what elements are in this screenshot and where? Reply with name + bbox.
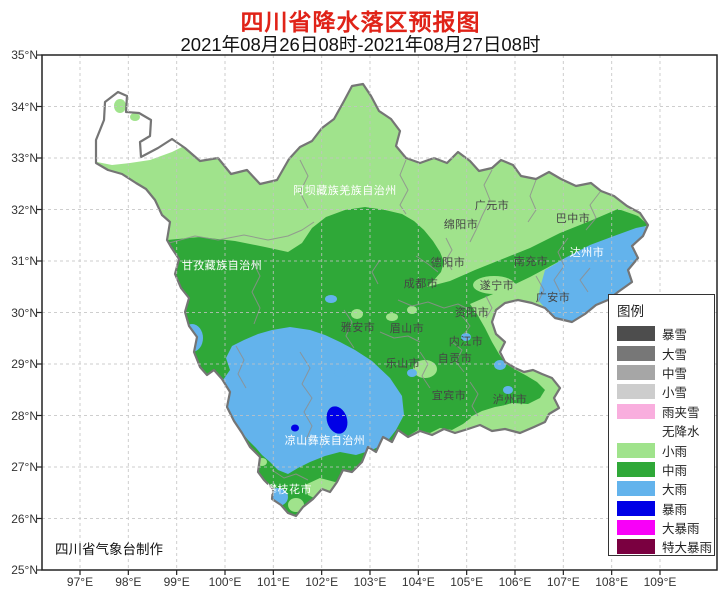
legend-swatch-heavy_rainstorm [617,520,655,536]
y-axis-tick-label: 33°N [11,151,38,165]
light-rain-patch [386,313,398,321]
legend-item: 雨夹雪 [617,402,714,421]
legend-item: 大雨 [617,479,714,498]
attribution: 四川省气象台制作 [55,542,163,557]
legend-label: 暴雨 [662,502,688,517]
legend-label: 中雨 [662,463,688,478]
legend-label: 暴雪 [662,328,688,343]
x-axis-tick-label: 101°E [256,575,290,589]
legend-swatch-extreme_rainstorm [617,539,655,555]
legend-item: 无降水 [617,421,714,440]
zone-heavy-rain-southwest [223,327,404,474]
legend-item: 中雪 [617,363,714,382]
x-axis-tick-label: 106°E [498,575,532,589]
zone-heavy-rain-northeast [538,226,646,322]
legend-item: 暴雪 [617,324,714,343]
legend-label: 大雪 [662,347,688,362]
graticule [42,55,717,571]
heavy-rain-spot [494,360,506,370]
y-axis-tick-label: 35°N [11,48,38,62]
legend-item: 小雪 [617,382,714,401]
legend-swatch-heavy_snow [617,345,655,361]
legend-label: 大雨 [662,483,688,498]
legend-swatch-moderate_rain [617,461,655,477]
y-axis-tick-label: 29°N [11,357,38,371]
light-rain-patch [473,276,515,294]
light-rain-patch [351,309,363,319]
legend-label: 大暴雨 [662,522,700,537]
x-axis-tick-label: 105°E [450,575,484,589]
heavy-rain-spot [334,367,348,377]
legend-label: 小雨 [662,444,688,459]
legend-item: 中雨 [617,460,714,479]
x-axis-tick-label: 103°E [353,575,387,589]
x-axis-tick-label: 108°E [595,575,629,589]
legend-label: 小雪 [662,386,688,401]
legend-swatch-light_rain [617,442,655,458]
x-axis-tick-label: 109°E [643,575,677,589]
legend-label: 中雪 [662,366,688,381]
heavy-rain-spot [461,333,471,341]
y-axis-tick-label: 27°N [11,460,38,474]
legend-label: 雨夹雪 [662,405,700,420]
x-axis-tick-label: 99°E [163,575,190,589]
y-axis-tick-label: 25°N [11,563,38,577]
x-axis-tick-label: 107°E [546,575,580,589]
plot-frame [41,54,718,571]
prefecture-boundaries [168,159,601,481]
legend-label: 无降水 [662,425,700,440]
light-rain-patch [288,498,304,512]
y-axis-tick-label: 34°N [11,99,38,114]
x-axis-tick-label: 98°E [115,575,142,589]
heavy-rain-spot [325,295,337,303]
legend-item: 特大暴雨 [617,537,714,556]
y-axis-tick-label: 30°N [11,305,38,320]
light-rain-patch [130,113,140,121]
x-axis-tick-label: 100°E [208,575,242,589]
zone-rainstorm-spot [326,406,348,434]
x-axis-tick-label: 97°E [66,575,94,589]
legend-swatch-heavy_rain [617,481,655,497]
legend-swatch-light_snow [617,384,655,400]
legend-label: 特大暴雨 [662,541,713,556]
axis-ticks [37,54,661,575]
heavy-rain-spot [503,386,513,394]
legend-item: 小雨 [617,440,714,459]
legend-item: 暴雨 [617,499,714,518]
legend-title: 图例 [617,304,644,319]
page-title: 四川省降水落区预报图 [240,9,481,35]
legend-item: 大雪 [617,343,714,362]
y-axis-tick-label: 31°N [11,254,38,268]
legend-swatch-moderate_snow [617,364,655,380]
zone-light-rain-luzhou-south [470,404,544,431]
legend-swatch-no_precip [617,423,655,439]
legend-item: 大暴雨 [617,518,714,537]
x-axis-tick-label: 104°E [401,575,435,589]
zone-rainstorm-spot [291,424,299,432]
legend-swatch-sleet [617,403,655,419]
y-axis-tick-label: 32°N [11,202,38,217]
y-axis-tick-label: 26°N [11,511,38,526]
legend-swatch-rainstorm [617,500,655,516]
heavy-rain-spot [407,369,417,377]
heavy-rain-patch [181,324,203,352]
legend-swatch-snowstorm [617,326,655,342]
x-axis-tick-label: 102°E [305,575,339,589]
map-legend: 图例 暴雪大雪中雪小雪雨夹雪无降水小雨中雨大雨暴雨大暴雨特大暴雨 [608,294,715,556]
forecast-period: 2021年08月26日08时-2021年08月27日08时 [180,34,541,55]
y-axis-tick-label: 28°N [11,408,38,423]
